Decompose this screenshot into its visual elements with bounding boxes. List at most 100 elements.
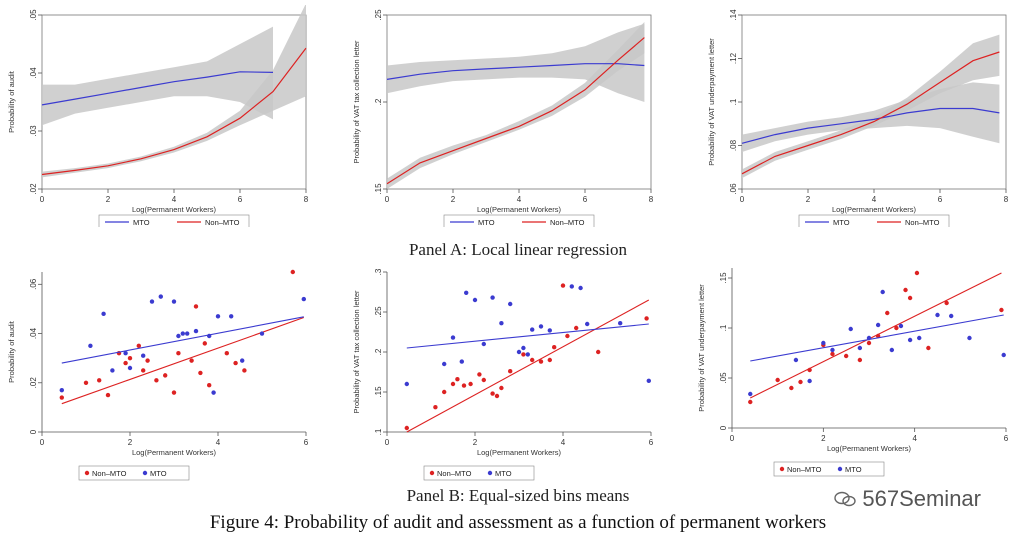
legend-label-mto: MTO — [133, 218, 150, 227]
y-tick-label: .06 — [729, 183, 738, 195]
x-tick-label: 0 — [40, 195, 45, 204]
chart-vat-collection-bins: 0 2 4 6 .1 .15 .2 .25 .3 Log(Permanent Workers) Pr… — [345, 262, 665, 484]
line-non-mto — [41, 47, 307, 176]
panel-b-label: Panel B: Equal-sized bins means — [406, 486, 630, 505]
chart-svg: 0 2 4 6 .1 .15 .2 .25 .3 Log(Permanent Workers) Pr… — [352, 268, 654, 481]
point-non-mto — [123, 360, 128, 366]
chart-svg: 0 2 4 6 8 .02 .03 .04 .05 Log(Permanent Workers) P… — [7, 5, 309, 227]
point-non-mto — [176, 351, 181, 356]
point-non-mto — [136, 343, 141, 349]
point-mto — [917, 335, 922, 341]
point-non-mto — [207, 383, 212, 388]
x-tick-label: 4 — [517, 195, 522, 204]
point-mto — [646, 378, 651, 383]
legend-box — [423, 465, 535, 481]
point-mto — [907, 337, 913, 343]
chart-svg: 0 2 4 6 0 .05 .1 .15 Log(Permanent Workers) Proba… — [697, 268, 1009, 477]
legend-label-mto: MTO — [150, 469, 167, 478]
x-tick-label: 6 — [238, 195, 243, 204]
point-mto — [101, 311, 106, 317]
x-axis-title: Log(Permanent Workers) — [132, 448, 217, 457]
point-mto — [1001, 352, 1006, 358]
legend-label-non-mto: Non–MTO — [787, 465, 822, 474]
point-non-mto — [903, 287, 908, 293]
point-mto — [898, 323, 904, 329]
point-non-mto — [97, 378, 102, 383]
point-mto — [875, 322, 881, 328]
point-non-mto — [83, 380, 89, 385]
point-mto — [793, 357, 799, 363]
y-tick-label: .04 — [29, 67, 38, 79]
point-mto — [516, 349, 522, 355]
wechat-icon — [834, 491, 857, 507]
y-tick-label: .02 — [29, 377, 38, 389]
point-mto — [215, 314, 221, 319]
point-non-mto — [189, 358, 194, 363]
x-tick-label: 8 — [649, 195, 654, 204]
line-mto — [741, 107, 1000, 144]
point-mto — [88, 343, 93, 349]
legend-box — [98, 214, 250, 227]
y-axis-title: Probability of VAT underpayment letter — [707, 38, 716, 166]
y-tick-label: .06 — [29, 278, 38, 290]
point-mto — [521, 345, 526, 351]
point-non-mto — [193, 304, 199, 309]
point-non-mto — [547, 357, 552, 363]
x-tick-label: 8 — [304, 195, 309, 204]
legend-label-mto: MTO — [833, 218, 850, 227]
point-mto — [149, 299, 155, 304]
x-tick-label: 2 — [128, 438, 133, 447]
point-mto — [450, 335, 456, 340]
point-non-mto — [477, 372, 482, 377]
point-non-mto — [521, 352, 526, 357]
point-mto — [481, 341, 486, 347]
legend-box — [798, 214, 950, 227]
point-mto — [404, 381, 409, 387]
point-mto — [880, 289, 885, 295]
chart-vat-collection-llr: 0 2 4 6 8 .15 .2 .25 Log(Permanent Workers) Proba… — [345, 5, 665, 227]
point-mto — [578, 285, 583, 291]
chart-vat-underpayment-llr: 0 2 4 6 8 .06 .08 .1 .12 .14 Log(Permanent Workers… — [700, 5, 1020, 227]
point-non-mto — [154, 378, 159, 383]
y-axis-title: Probability of VAT tax collection letter — [352, 290, 361, 413]
point-non-mto — [775, 377, 780, 383]
point-non-mto — [789, 385, 794, 391]
chart-audit-llr: 0 2 4 6 8 .02 .03 .04 .05 Log(Permanent Workers) P… — [0, 5, 320, 227]
point-non-mto — [552, 345, 557, 350]
x-axis-title: Log(Permanent Workers) — [477, 448, 562, 457]
x-tick-label: 4 — [561, 438, 566, 447]
y-tick-label: .3 — [374, 268, 383, 275]
figure-caption: Figure 4: Probability of audit and asses… — [209, 512, 827, 533]
point-non-mto — [926, 345, 931, 351]
y-tick-label: .25 — [374, 306, 383, 318]
legend-swatch-mto — [837, 466, 843, 472]
point-mto — [211, 390, 216, 395]
point-mto — [807, 378, 812, 384]
y-tick-label: .2 — [374, 348, 383, 355]
point-non-mto — [894, 325, 899, 331]
x-tick-label: 2 — [451, 195, 456, 204]
point-mto — [180, 331, 185, 336]
x-axis-title: Log(Permanent Workers) — [132, 205, 217, 214]
point-mto — [123, 351, 128, 356]
x-tick-label: 0 — [740, 195, 745, 204]
point-mto — [185, 331, 190, 336]
point-non-mto — [141, 368, 146, 373]
point-non-mto — [202, 341, 207, 346]
point-non-mto — [494, 393, 500, 399]
point-mto — [530, 327, 535, 332]
y-tick-label: .25 — [374, 9, 383, 21]
y-tick-label: .02 — [29, 183, 38, 195]
x-tick-label: 2 — [473, 438, 478, 447]
legend: MTO Non–MTO — [798, 214, 950, 227]
x-tick-label: 0 — [730, 434, 735, 443]
line-non-mto — [741, 51, 1000, 175]
legend: MTO Non–MTO — [443, 214, 595, 227]
point-mto — [176, 333, 181, 339]
x-tick-label: 8 — [1004, 195, 1009, 204]
point-mto — [490, 295, 495, 300]
point-non-mto — [433, 405, 438, 410]
y-axis-title: Probability of VAT underpayment letter — [697, 284, 706, 412]
x-tick-label: 6 — [304, 438, 309, 447]
point-non-mto — [171, 390, 177, 395]
